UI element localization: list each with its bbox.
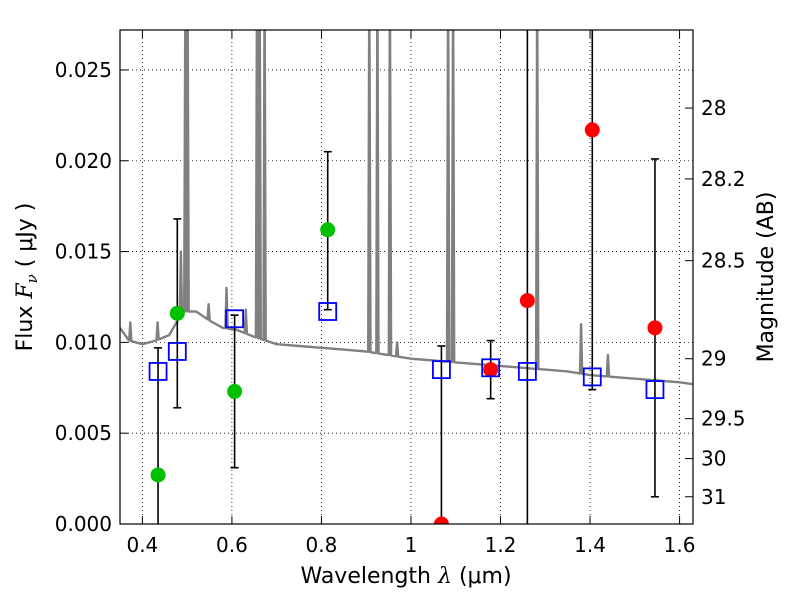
detection-point [169,305,185,321]
model-photometry-point [225,309,245,329]
model-photometry [148,302,665,400]
observed-points [150,122,663,524]
x-tick-label: 1.6 [664,533,696,557]
detection-point [227,383,243,399]
y2-tick-label: 28.2 [701,167,746,191]
y2-tick-label: 29 [701,347,726,371]
y-axis-title: Flux Fν ( μJy ) [13,203,41,352]
x-tick-label: 0.4 [126,533,158,557]
y2-tick-label: 29.5 [701,407,746,431]
plot-frame [119,29,694,525]
model-photometry-point [167,342,187,361]
errorbars [154,30,659,524]
y-tick-label: 0.005 [55,421,112,445]
x-tick-label: 0.6 [216,533,248,557]
upper-limit-point [647,320,663,336]
upper-limit-point [483,362,499,378]
y2-tick-label: 31 [701,485,726,509]
model-photometry-point [645,380,665,400]
detection-point [150,467,166,483]
y2-tick-label: 28 [701,96,726,120]
y-tick-label: 0.025 [55,58,112,82]
y2-axis-title: Magnitude (AB) [754,192,779,363]
upper-limit-point [584,122,600,138]
model-photometry-point [517,362,537,381]
y-tick-label: 0.000 [55,512,112,536]
x-tick-label: 0.8 [306,533,338,557]
upper-limit-point [433,516,449,524]
model-photometry-point [481,358,501,378]
y-tick-label: 0.020 [55,149,112,173]
y-tick-label: 0.015 [55,240,112,264]
x-tick-label: 1.4 [574,533,606,557]
upper-limit-point [519,293,535,309]
model-photometry-point [432,360,451,380]
y2-tick-label: 28.5 [701,249,746,273]
model-photometry-point [148,362,168,381]
x-tick-label: 1 [405,533,418,557]
x-tick-label: 1.2 [485,533,517,557]
x-axis-title: Wavelength λ (μm) [300,564,511,589]
plot-area [120,30,693,524]
model-photometry-point [582,367,602,387]
y-tick-label: 0.010 [55,330,112,354]
model-photometry-point [318,302,338,321]
y2-tick-label: 30 [701,447,726,471]
axis-ticks: 0.4 0.6 0.8 1 1.2 1.4 1.6 0.000 0.005 0.010 0.015 0… [55,30,746,557]
detection-point [320,222,336,238]
